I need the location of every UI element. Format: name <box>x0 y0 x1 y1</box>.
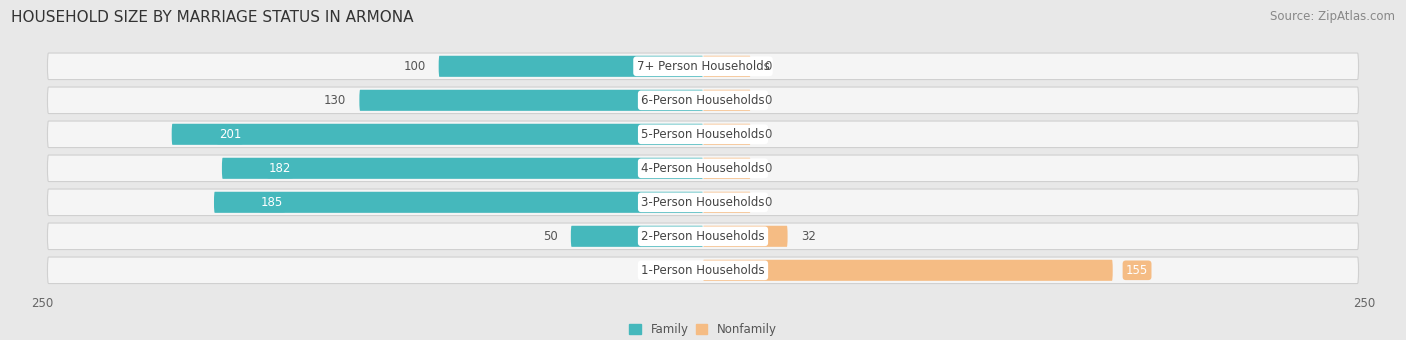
Text: 6-Person Households: 6-Person Households <box>641 94 765 107</box>
Text: 182: 182 <box>269 162 291 175</box>
FancyBboxPatch shape <box>48 53 1358 80</box>
Text: 4-Person Households: 4-Person Households <box>641 162 765 175</box>
FancyBboxPatch shape <box>48 257 1358 284</box>
FancyBboxPatch shape <box>703 260 1112 281</box>
Text: 3-Person Households: 3-Person Households <box>641 196 765 209</box>
Text: 0: 0 <box>763 162 770 175</box>
FancyBboxPatch shape <box>48 223 1358 250</box>
Text: 201: 201 <box>219 128 240 141</box>
Text: Source: ZipAtlas.com: Source: ZipAtlas.com <box>1270 10 1395 23</box>
FancyBboxPatch shape <box>703 158 751 179</box>
FancyBboxPatch shape <box>48 189 1358 216</box>
FancyBboxPatch shape <box>571 226 703 247</box>
FancyBboxPatch shape <box>48 155 1358 182</box>
FancyBboxPatch shape <box>703 124 751 145</box>
Text: 0: 0 <box>763 196 770 209</box>
Text: HOUSEHOLD SIZE BY MARRIAGE STATUS IN ARMONA: HOUSEHOLD SIZE BY MARRIAGE STATUS IN ARM… <box>11 10 413 25</box>
Text: 185: 185 <box>262 196 283 209</box>
Text: 130: 130 <box>323 94 346 107</box>
Text: 100: 100 <box>404 60 426 73</box>
Text: 32: 32 <box>801 230 815 243</box>
Text: 50: 50 <box>543 230 558 243</box>
FancyBboxPatch shape <box>48 87 1358 114</box>
FancyBboxPatch shape <box>703 192 751 213</box>
Text: 7+ Person Households: 7+ Person Households <box>637 60 769 73</box>
FancyBboxPatch shape <box>703 56 751 77</box>
FancyBboxPatch shape <box>172 124 703 145</box>
FancyBboxPatch shape <box>703 226 787 247</box>
FancyBboxPatch shape <box>360 90 703 111</box>
FancyBboxPatch shape <box>48 121 1358 148</box>
Text: 5-Person Households: 5-Person Households <box>641 128 765 141</box>
Text: 2-Person Households: 2-Person Households <box>641 230 765 243</box>
FancyBboxPatch shape <box>222 158 703 179</box>
FancyBboxPatch shape <box>214 192 703 213</box>
Text: 0: 0 <box>763 128 770 141</box>
Text: 155: 155 <box>1126 264 1149 277</box>
FancyBboxPatch shape <box>439 56 703 77</box>
Text: 0: 0 <box>763 60 770 73</box>
Text: 1-Person Households: 1-Person Households <box>641 264 765 277</box>
Text: 0: 0 <box>763 94 770 107</box>
Legend: Family, Nonfamily: Family, Nonfamily <box>624 319 782 340</box>
FancyBboxPatch shape <box>703 90 751 111</box>
